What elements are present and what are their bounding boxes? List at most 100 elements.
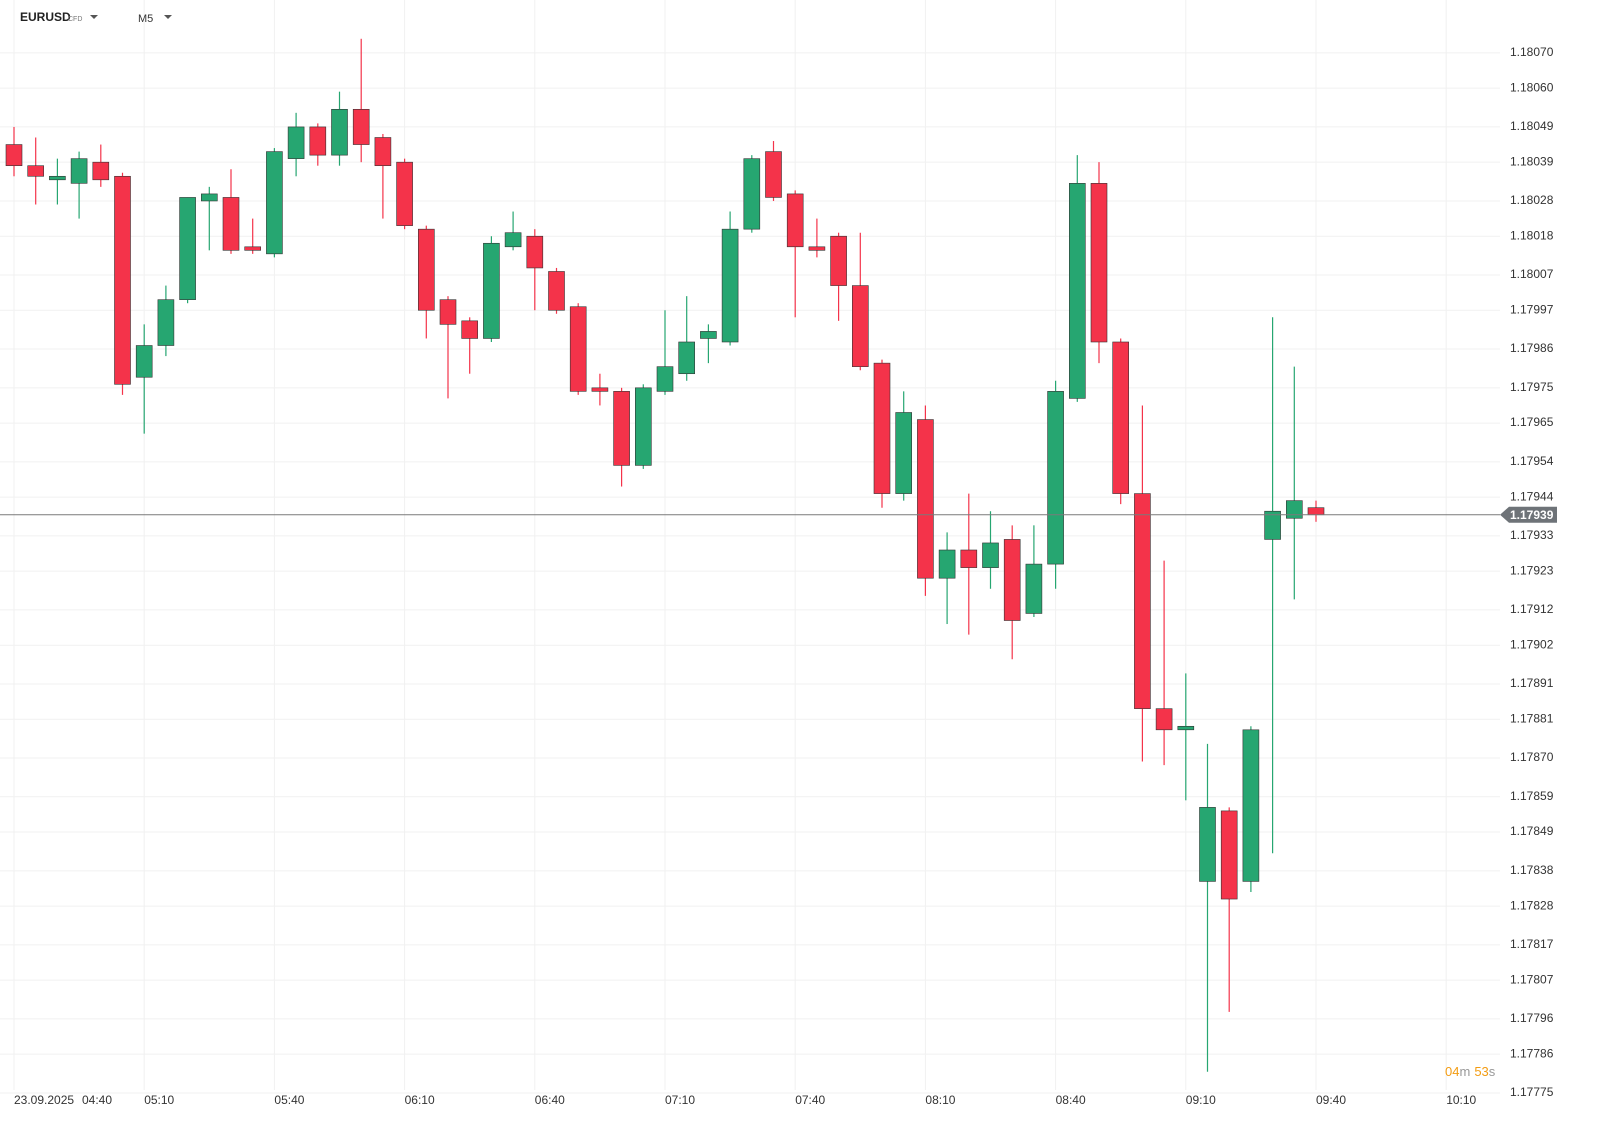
y-tick-label: 1.18049 xyxy=(1510,119,1554,133)
x-tick-label: 04:40 xyxy=(82,1093,112,1107)
countdown-unit: s xyxy=(1489,1064,1496,1079)
candle-body xyxy=(331,108,348,156)
x-tick-label: 07:10 xyxy=(665,1093,695,1107)
candle-body xyxy=(504,232,522,248)
candle-body xyxy=(634,387,652,466)
y-tick-label: 1.18007 xyxy=(1510,267,1554,281)
y-tick-label: 1.17975 xyxy=(1510,380,1554,394)
countdown-seconds: 53 xyxy=(1474,1064,1488,1079)
x-tick-label: 10:10 xyxy=(1446,1093,1476,1107)
y-tick-label: 1.18060 xyxy=(1510,80,1554,94)
instrument-type: CFD xyxy=(68,16,82,23)
candle-body xyxy=(1242,729,1260,882)
y-tick-label: 1.17891 xyxy=(1510,676,1554,690)
candle-body xyxy=(49,175,66,181)
candle-body xyxy=(743,158,761,230)
x-tick-label: 08:10 xyxy=(925,1093,955,1107)
x-tick-label: 05:40 xyxy=(274,1093,304,1107)
candle-body xyxy=(1134,493,1151,709)
candle-body xyxy=(569,306,587,392)
y-tick-label: 1.18070 xyxy=(1510,45,1554,59)
dropdown-arrow[interactable] xyxy=(164,15,172,19)
y-tick-label: 1.17817 xyxy=(1510,937,1554,951)
candle-body xyxy=(1047,391,1064,565)
candle-body xyxy=(1090,183,1108,343)
x-tick-label: 09:10 xyxy=(1186,1093,1216,1107)
candle-body xyxy=(1264,510,1281,540)
candle-body xyxy=(179,197,196,300)
candle-body xyxy=(960,549,978,568)
candle-body xyxy=(374,137,392,167)
candle-body xyxy=(135,345,153,378)
candle-body xyxy=(678,341,696,375)
last-price-tag xyxy=(1500,506,1557,523)
y-tick-label: 1.17881 xyxy=(1510,711,1554,725)
candle-body xyxy=(244,246,261,251)
y-tick-label: 1.18039 xyxy=(1510,154,1554,168)
candle-body xyxy=(786,193,804,248)
candle-body xyxy=(1025,563,1043,614)
candle-body xyxy=(982,542,999,568)
candle-body xyxy=(656,366,674,392)
y-tick-label: 1.17944 xyxy=(1510,489,1554,503)
candle-body xyxy=(5,144,23,167)
y-tick-label: 1.18028 xyxy=(1510,193,1554,207)
candle-body xyxy=(1177,725,1195,731)
candle-body xyxy=(222,197,240,251)
candle-body xyxy=(873,362,891,494)
timeframe[interactable]: M5 xyxy=(138,13,153,25)
candle-body xyxy=(548,271,565,311)
candle-body xyxy=(938,549,956,579)
candles xyxy=(5,38,1325,1072)
x-tick-label: 06:40 xyxy=(535,1093,565,1107)
last-price-label: 1.17939 xyxy=(1510,508,1554,522)
candle-body xyxy=(613,391,630,466)
candle-body xyxy=(721,228,739,343)
y-tick-label: 1.17923 xyxy=(1510,563,1554,577)
candle-body xyxy=(396,161,413,226)
candle-body xyxy=(808,246,826,251)
candle-body xyxy=(483,242,500,339)
candle-body xyxy=(1112,341,1129,494)
candle-body xyxy=(1220,810,1238,900)
y-tick-label: 1.17775 xyxy=(1510,1085,1554,1099)
candle-body xyxy=(157,299,175,346)
dropdown-arrow[interactable] xyxy=(90,15,98,19)
candle-body xyxy=(309,126,327,156)
y-tick-label: 1.17849 xyxy=(1510,824,1554,838)
candle-body xyxy=(266,151,283,255)
countdown: 04m 53s xyxy=(1445,1064,1496,1079)
y-tick-label: 1.17807 xyxy=(1510,972,1554,986)
candle-body xyxy=(201,193,218,202)
y-tick-label: 1.17786 xyxy=(1510,1046,1554,1060)
candle-body xyxy=(830,235,847,286)
candle-body xyxy=(352,108,370,145)
candle-body xyxy=(1199,807,1216,882)
candle-body xyxy=(1003,539,1021,621)
candle-body xyxy=(1307,507,1325,516)
y-tick-label: 1.17986 xyxy=(1510,341,1554,355)
y-tick-label: 1.17859 xyxy=(1510,789,1554,803)
candle-body xyxy=(92,161,110,181)
candle-body xyxy=(287,126,305,159)
candle-body xyxy=(700,331,717,339)
x-tick-label: 06:10 xyxy=(405,1093,435,1107)
symbol[interactable]: EURUSD xyxy=(20,10,71,24)
y-tick-label: 1.17997 xyxy=(1510,302,1554,316)
x-tick-label: 07:40 xyxy=(795,1093,825,1107)
candle-body xyxy=(114,175,131,385)
candle-body xyxy=(895,412,913,494)
candle-body xyxy=(70,158,88,184)
candle-body xyxy=(851,285,869,367)
y-tick-label: 1.17965 xyxy=(1510,415,1554,429)
y-tick-label: 1.17933 xyxy=(1510,528,1554,542)
y-tick-label: 1.17796 xyxy=(1510,1011,1554,1025)
countdown-unit: m xyxy=(1459,1064,1470,1079)
candle-body xyxy=(27,165,45,177)
y-tick-label: 1.18018 xyxy=(1510,228,1554,242)
candle-body xyxy=(1286,500,1303,519)
candle-body xyxy=(765,151,782,198)
candle-body xyxy=(526,235,544,269)
y-tick-label: 1.17954 xyxy=(1510,454,1554,468)
x-tick-label: 05:10 xyxy=(144,1093,174,1107)
